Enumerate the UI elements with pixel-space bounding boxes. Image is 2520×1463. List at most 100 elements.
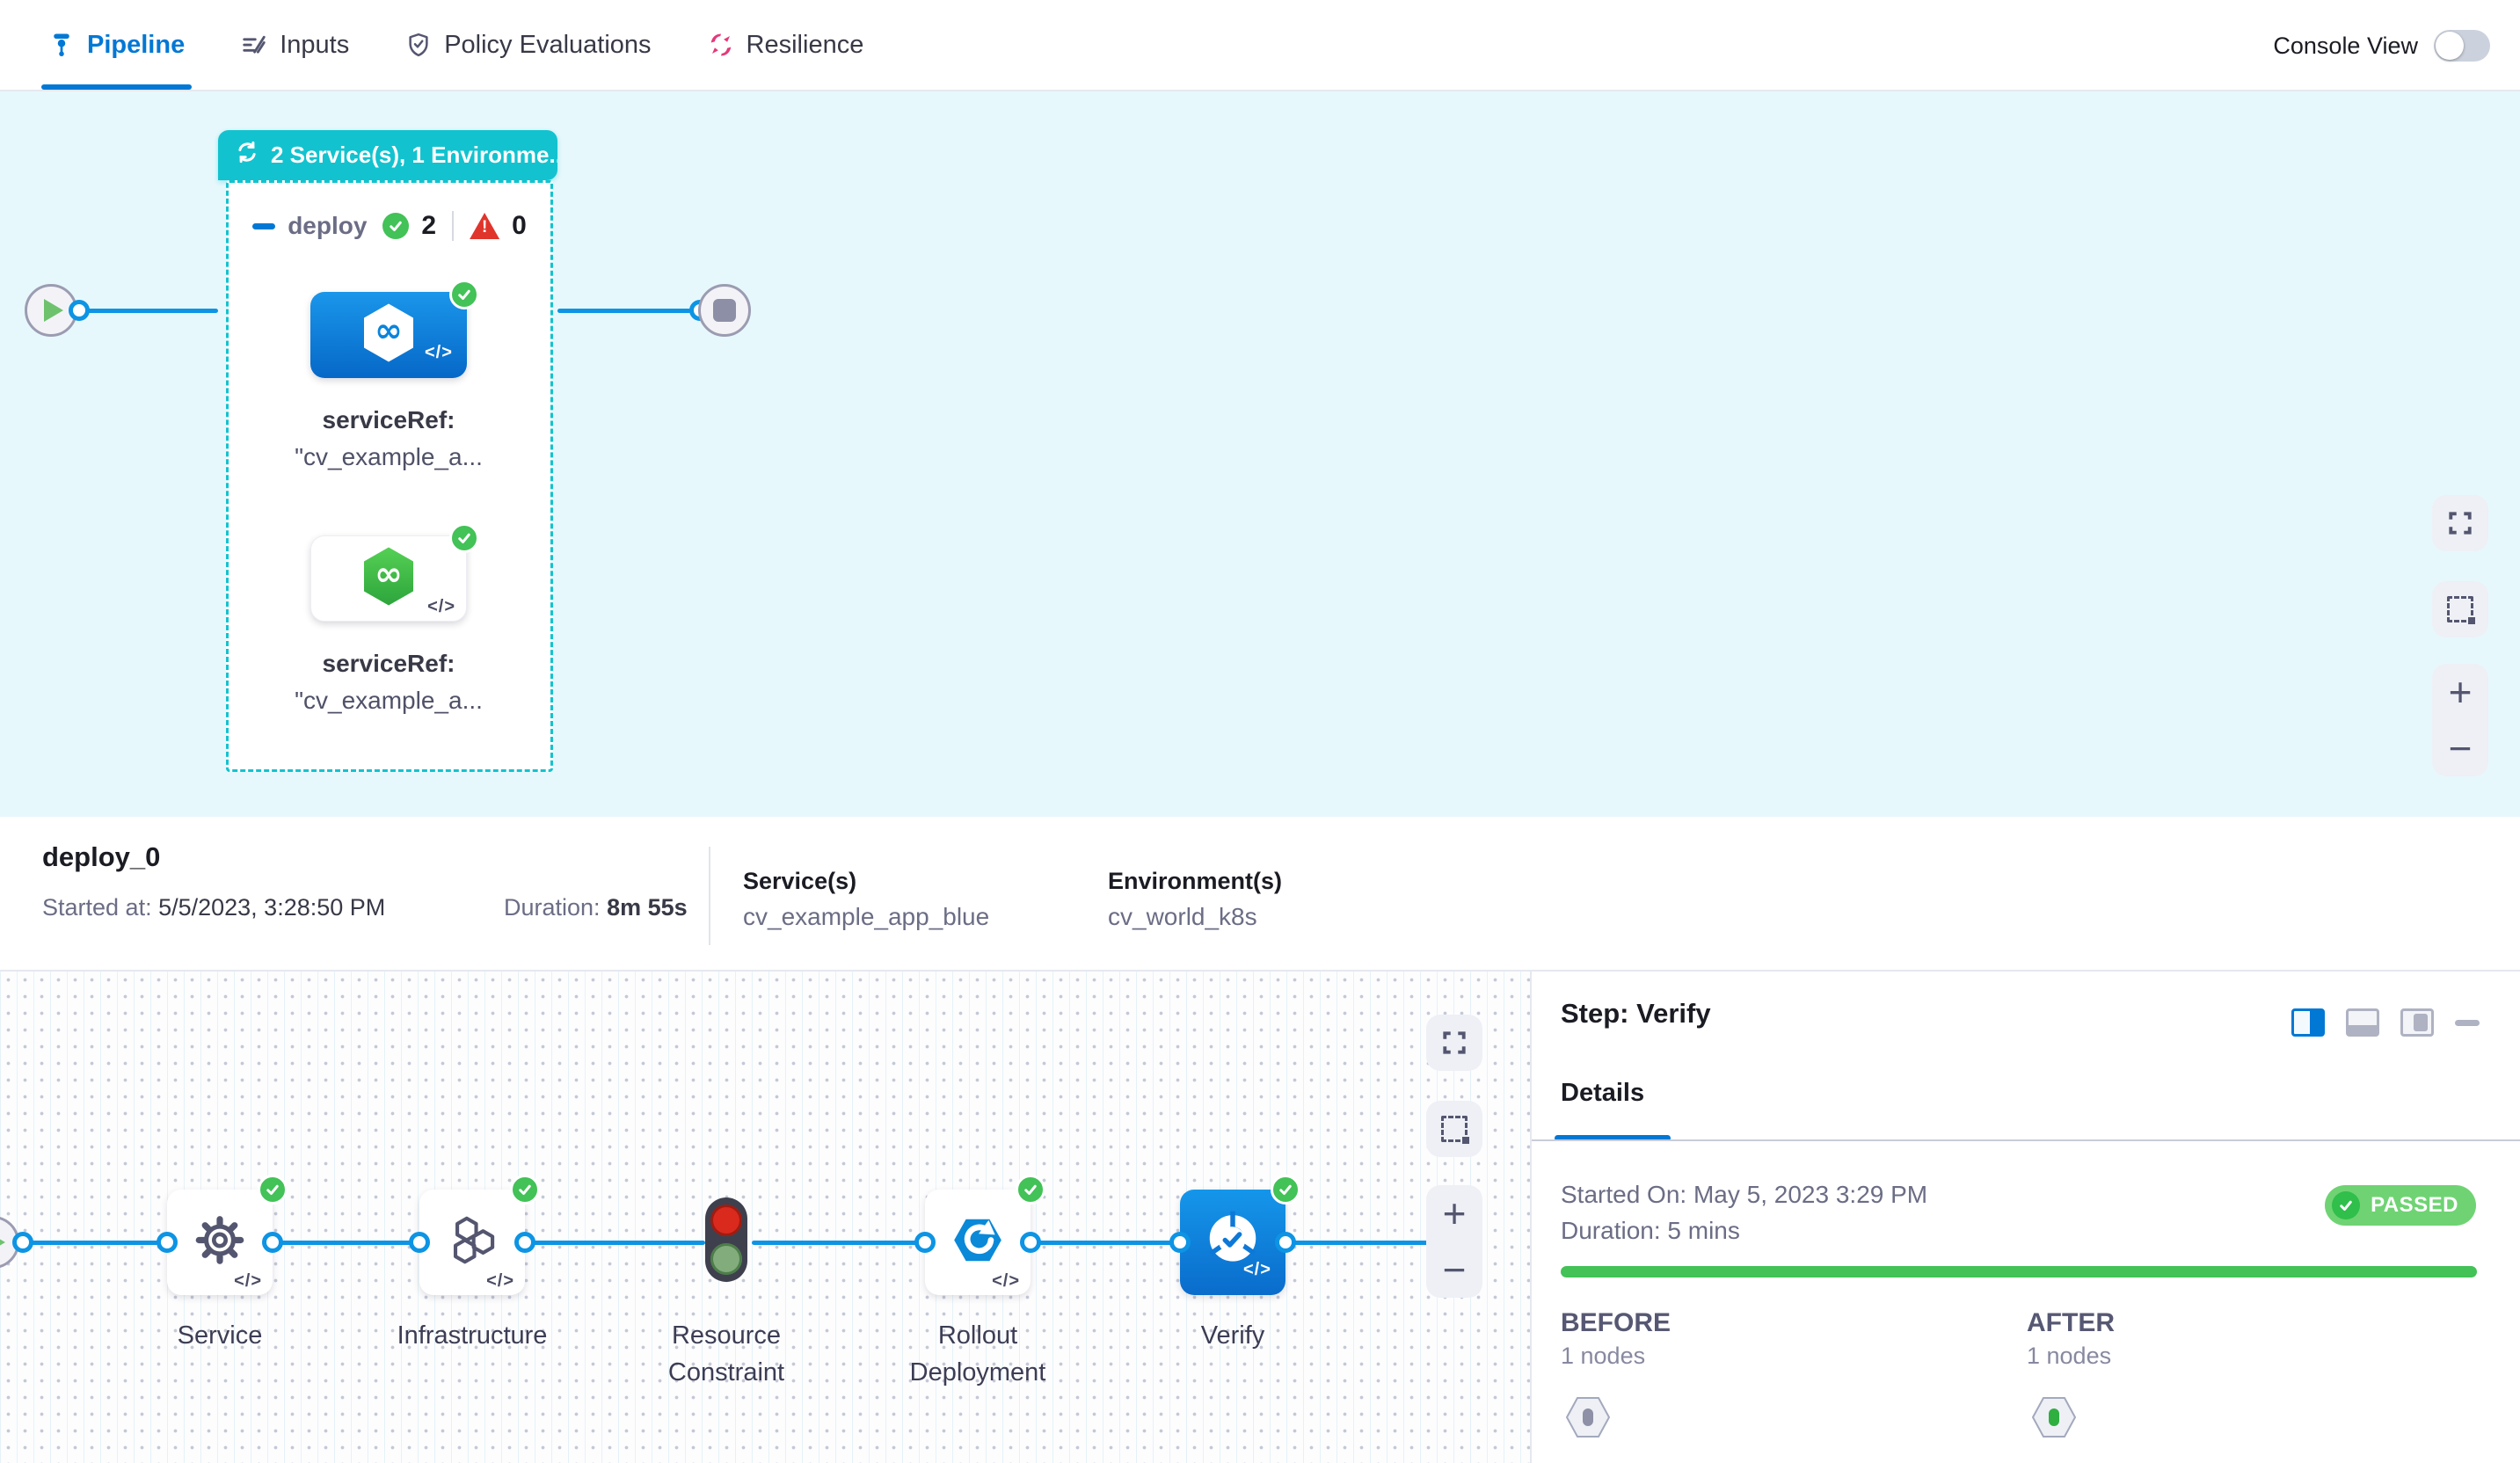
console-view-control: Console View bbox=[2273, 0, 2490, 91]
collapse-icon[interactable] bbox=[252, 222, 276, 229]
shield-check-icon bbox=[405, 32, 432, 58]
svg-text:∞: ∞ bbox=[375, 311, 403, 350]
split-right-view-button[interactable] bbox=[2291, 1008, 2325, 1037]
step-node-resource-constraint[interactable] bbox=[705, 1197, 747, 1282]
status-badge: PASSED bbox=[2325, 1185, 2476, 1226]
started-at-value: 5/5/2023, 3:28:50 PM bbox=[151, 894, 386, 921]
green-light-icon bbox=[710, 1243, 742, 1275]
play-icon bbox=[0, 1231, 5, 1254]
environments-label: Environment(s) bbox=[1108, 868, 1283, 894]
loop-icon bbox=[234, 139, 260, 171]
edge bbox=[23, 1241, 167, 1245]
connector-dot bbox=[69, 300, 90, 321]
environments-value: cv_world_k8s bbox=[1108, 903, 1257, 930]
tab-resilience[interactable]: Resilience bbox=[708, 0, 863, 90]
red-light-icon bbox=[710, 1205, 742, 1236]
duration-label: Duration: bbox=[504, 894, 608, 921]
stage-group-body bbox=[226, 180, 553, 772]
step-label: Rollout Deployment bbox=[909, 1321, 1046, 1387]
tab-pipeline[interactable]: Pipeline bbox=[40, 0, 193, 90]
tab-label: Pipeline bbox=[87, 30, 186, 59]
success-check-icon bbox=[382, 213, 410, 239]
step-label: Service bbox=[177, 1321, 263, 1350]
edge bbox=[752, 1241, 925, 1245]
started-at: Started at: 5/5/2023, 3:28:50 PM bbox=[42, 894, 385, 921]
stage-group-header[interactable]: 2 Service(s), 1 Environme... bbox=[218, 130, 557, 180]
edge-stage-to-end bbox=[557, 309, 691, 313]
divider bbox=[452, 211, 455, 241]
minimize-panel-button[interactable] bbox=[2455, 1019, 2480, 1026]
divider bbox=[1532, 1139, 2520, 1141]
zoom-in-button[interactable]: + bbox=[2448, 669, 2473, 715]
service-node-blue[interactable]: ∞ </> bbox=[310, 292, 467, 378]
success-count: 2 bbox=[421, 211, 437, 240]
warn-glyph: ! bbox=[481, 218, 488, 237]
code-icon: </> bbox=[992, 1271, 1020, 1291]
connector-dot bbox=[1275, 1232, 1296, 1253]
zoom-out-button[interactable]: − bbox=[2448, 725, 2473, 771]
fullscreen-icon bbox=[1443, 1031, 1466, 1054]
step-graph-canvas[interactable]: </> Service </> Infrastructure Resource … bbox=[0, 972, 1530, 1463]
tab-inputs[interactable]: Inputs bbox=[241, 0, 349, 90]
edge bbox=[273, 1241, 419, 1245]
verify-icon bbox=[1202, 1210, 1264, 1276]
zoom-in-button[interactable]: + bbox=[1442, 1190, 1467, 1236]
status-check-badge bbox=[258, 1175, 288, 1205]
status-check-badge bbox=[1016, 1175, 1045, 1205]
step-node-infrastructure[interactable]: </> bbox=[419, 1190, 525, 1295]
connector-dot bbox=[1020, 1232, 1041, 1253]
zoom-out-button[interactable]: − bbox=[1442, 1247, 1467, 1292]
stage-graph-canvas[interactable]: 2 Service(s), 1 Environme... deploy 2 ! … bbox=[0, 91, 2520, 817]
floating-view-button[interactable] bbox=[2400, 1008, 2434, 1037]
started-on-text: Started On: May 5, 2023 3:29 PM bbox=[1561, 1181, 1928, 1208]
code-icon: </> bbox=[234, 1271, 262, 1291]
step-label: Resource Constraint bbox=[667, 1321, 785, 1387]
after-node-hexagon[interactable] bbox=[2031, 1396, 2077, 1443]
rollout-icon bbox=[949, 1212, 1007, 1274]
hexagons-icon bbox=[443, 1212, 501, 1274]
play-icon bbox=[44, 299, 63, 322]
divider bbox=[709, 847, 710, 945]
step-node-rollout-deployment[interactable]: </> bbox=[925, 1190, 1031, 1295]
connector-dot bbox=[914, 1232, 936, 1253]
fullscreen-button[interactable] bbox=[1426, 1015, 1482, 1071]
step-node-service[interactable]: </> bbox=[167, 1190, 273, 1295]
fullscreen-button[interactable] bbox=[2432, 495, 2488, 551]
status-check-badge bbox=[449, 280, 479, 309]
panel-title: Step: Verify bbox=[1561, 998, 1711, 1029]
marquee-icon bbox=[2447, 596, 2475, 624]
bottom-view-button[interactable] bbox=[2346, 1008, 2379, 1037]
connector-dot bbox=[262, 1232, 283, 1253]
marquee-icon bbox=[1441, 1116, 1469, 1144]
console-view-label: Console View bbox=[2273, 32, 2418, 59]
code-icon: </> bbox=[425, 343, 453, 362]
tab-policy-evaluations[interactable]: Policy Evaluations bbox=[405, 0, 652, 90]
marquee-select-button[interactable] bbox=[1426, 1101, 1482, 1157]
after-count: 1 nodes bbox=[2027, 1343, 2112, 1369]
fullscreen-icon bbox=[2449, 512, 2472, 535]
service-ref-value: "cv_example_a... bbox=[295, 687, 483, 714]
tab-label: Policy Evaluations bbox=[444, 30, 652, 59]
step-node-verify[interactable]: </> bbox=[1180, 1190, 1285, 1295]
progress-bar bbox=[1561, 1266, 2477, 1277]
stage-group-badge-text: 2 Service(s), 1 Environme... bbox=[271, 142, 557, 168]
resilience-icon bbox=[708, 32, 734, 58]
svg-text:∞: ∞ bbox=[375, 555, 403, 593]
status-check-badge bbox=[449, 523, 479, 553]
pipeline-start-node[interactable] bbox=[25, 284, 77, 337]
service-node-green[interactable]: ∞ </> bbox=[310, 535, 467, 622]
top-tab-bar: Pipeline Inputs Policy Evaluations Resil… bbox=[0, 0, 2520, 91]
console-view-toggle[interactable] bbox=[2434, 30, 2490, 62]
before-label: BEFORE bbox=[1561, 1308, 1672, 1337]
panel-layout-controls bbox=[2291, 1008, 2480, 1037]
before-node-hexagon[interactable] bbox=[1565, 1396, 1611, 1443]
status-check-badge bbox=[1271, 1175, 1300, 1205]
active-tab-underline bbox=[1555, 1135, 1671, 1141]
marquee-select-button[interactable] bbox=[2432, 581, 2488, 637]
pipeline-end-node[interactable] bbox=[698, 284, 751, 337]
step-details-panel: Step: Verify Details Started On: May 5, … bbox=[1530, 972, 2520, 1463]
connector-dot bbox=[409, 1232, 430, 1253]
harness-hexagon-icon: ∞ bbox=[360, 302, 418, 369]
check-icon bbox=[2332, 1191, 2361, 1219]
tab-details[interactable]: Details bbox=[1561, 1079, 1645, 1107]
